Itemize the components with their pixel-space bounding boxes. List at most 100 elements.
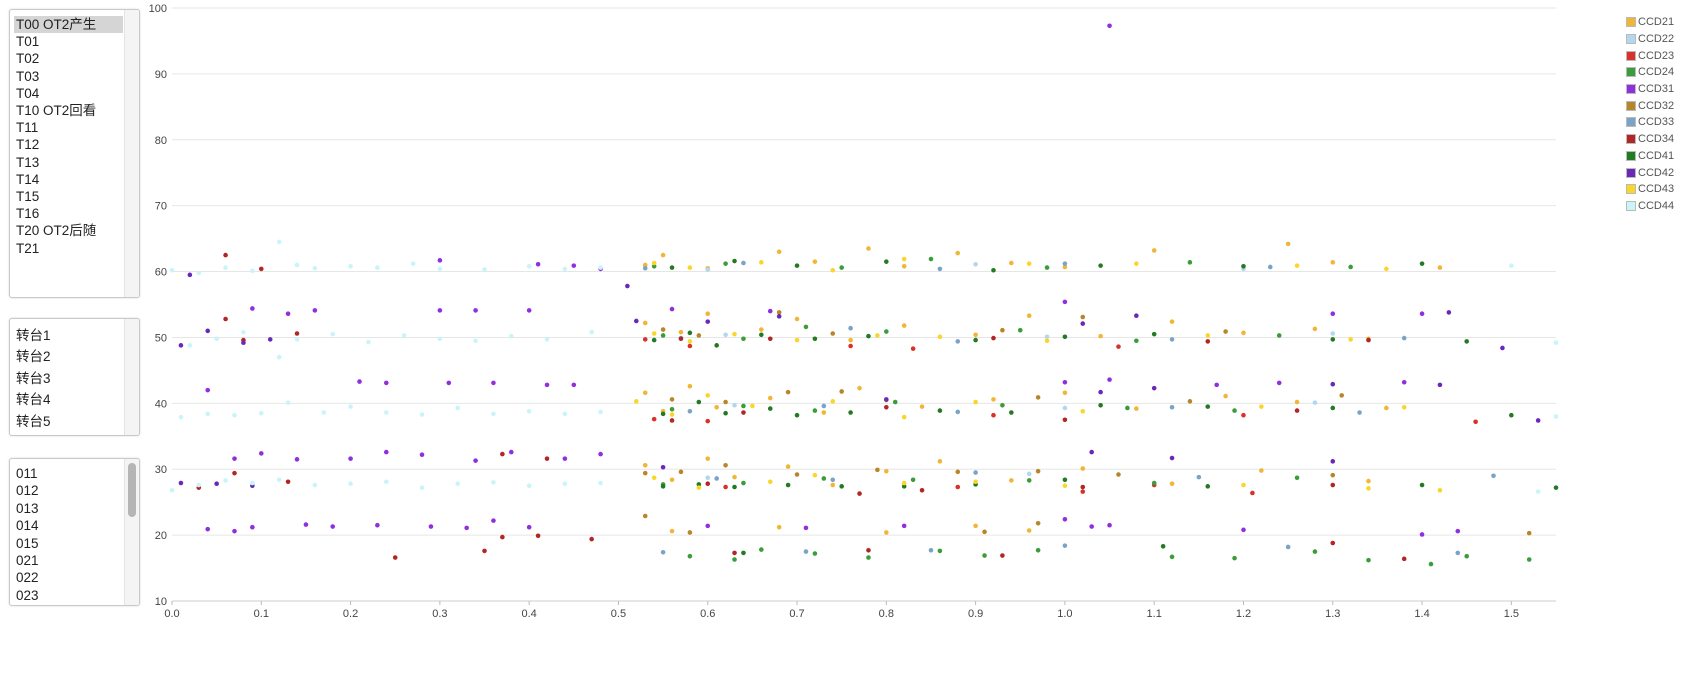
- data-point: [1500, 345, 1505, 351]
- task-list-scrollbar[interactable]: [124, 10, 139, 297]
- code-list-item[interactable]: 012: [16, 483, 39, 499]
- task-list-item[interactable]: T13: [16, 154, 40, 170]
- data-point: [1312, 549, 1318, 554]
- data-point: [982, 529, 987, 535]
- task-list-item[interactable]: T02: [16, 51, 40, 67]
- data-point: [285, 311, 291, 317]
- data-point: [678, 329, 684, 335]
- code-list-item[interactable]: 021: [16, 553, 39, 569]
- task-list-item[interactable]: T10 OT2回看: [16, 103, 97, 119]
- task-filter-list[interactable]: T00 OT2产生 T01 T02 T03 T04 T10 OT2回看 T11 T12 T13 T…: [9, 9, 140, 298]
- task-list-item[interactable]: T01: [16, 34, 40, 50]
- legend-item[interactable]: CCD41: [1626, 148, 1674, 165]
- turret-list-item[interactable]: 转台4: [16, 392, 51, 408]
- legend-item[interactable]: CCD24: [1626, 64, 1674, 81]
- data-point: [598, 480, 603, 486]
- turret-list-item[interactable]: 转台5: [16, 413, 51, 429]
- data-point: [1419, 311, 1425, 317]
- data-point: [723, 410, 728, 416]
- legend-label: CCD24: [1638, 66, 1675, 79]
- code-list-item[interactable]: 011: [16, 466, 38, 481]
- task-list-item[interactable]: T16: [16, 206, 40, 222]
- data-point: [535, 533, 541, 539]
- data-point: [1285, 544, 1291, 550]
- task-list-item[interactable]: T14: [16, 171, 40, 187]
- turret-list-item[interactable]: 转台3: [16, 370, 51, 386]
- data-point: [178, 343, 184, 348]
- data-point: [696, 482, 702, 487]
- legend-item[interactable]: CCD22: [1626, 31, 1674, 48]
- data-point: [1009, 410, 1014, 415]
- data-point: [1348, 264, 1353, 270]
- turret-list-item[interactable]: 转台2: [16, 349, 51, 365]
- code-list-item[interactable]: 022: [16, 570, 39, 586]
- legend-item[interactable]: CCD33: [1626, 114, 1674, 131]
- legend-item[interactable]: CCD44: [1626, 198, 1674, 215]
- data-point: [660, 333, 666, 338]
- code-filter-list[interactable]: 011012013014015021022023024: [9, 458, 140, 606]
- data-point: [544, 456, 550, 461]
- data-point: [1107, 23, 1112, 29]
- data-point: [1437, 265, 1443, 270]
- data-point: [741, 260, 746, 266]
- data-point: [1232, 555, 1237, 561]
- data-point: [875, 467, 880, 473]
- data-point: [544, 337, 550, 342]
- task-list-item[interactable]: T03: [16, 68, 40, 84]
- legend-item[interactable]: CCD21: [1626, 14, 1674, 31]
- task-list-item[interactable]: T15: [16, 189, 40, 205]
- data-point: [705, 481, 711, 487]
- data-point: [383, 380, 389, 386]
- legend-item[interactable]: CCD42: [1626, 164, 1674, 181]
- data-point: [732, 331, 737, 337]
- task-list-item[interactable]: T04: [16, 85, 40, 101]
- legend-item[interactable]: CCD43: [1626, 181, 1674, 198]
- data-point: [1080, 484, 1086, 490]
- data-point: [348, 481, 353, 487]
- code-list-item[interactable]: 014: [16, 518, 39, 534]
- data-point: [901, 263, 907, 269]
- data-point: [732, 474, 737, 480]
- data-point: [1526, 557, 1532, 562]
- y-tick-label: 80: [155, 135, 167, 147]
- code-list-item[interactable]: 013: [16, 500, 39, 516]
- data-point: [312, 265, 318, 271]
- x-tick-label: 0.3: [432, 608, 447, 620]
- data-point: [1062, 483, 1068, 488]
- data-point: [767, 479, 773, 485]
- task-list-item[interactable]: T21: [16, 240, 40, 256]
- turret-filter-list[interactable]: 转台1 转台2 转台3 转台4 转台5: [9, 318, 140, 436]
- code-list-item[interactable]: 015: [16, 535, 39, 551]
- data-point: [250, 268, 255, 274]
- legend-item[interactable]: CCD31: [1626, 81, 1674, 98]
- data-point: [482, 267, 487, 272]
- data-point: [1169, 337, 1175, 342]
- data-point: [857, 385, 862, 391]
- data-point: [767, 308, 773, 314]
- code-list-item[interactable]: 023: [16, 587, 39, 603]
- data-point: [830, 482, 836, 488]
- data-point: [383, 410, 389, 415]
- task-list-item[interactable]: T20 OT2后随: [16, 223, 97, 239]
- data-point: [759, 327, 764, 332]
- legend-item[interactable]: CCD34: [1626, 131, 1674, 148]
- data-point: [651, 260, 657, 266]
- data-point: [642, 337, 648, 342]
- data-point: [1116, 472, 1121, 477]
- task-list-item[interactable]: T11: [16, 120, 39, 136]
- data-point: [1464, 339, 1470, 344]
- legend-item[interactable]: CCD32: [1626, 97, 1674, 114]
- data-point: [973, 399, 978, 405]
- turret-list-item[interactable]: 转台1: [16, 328, 51, 343]
- legend-item[interactable]: CCD23: [1626, 47, 1674, 64]
- legend-swatch: [1626, 167, 1636, 178]
- task-list-item[interactable]: T12: [16, 137, 40, 153]
- code-list-scrollbar[interactable]: [124, 459, 139, 605]
- task-list-item[interactable]: T00 OT2产生: [14, 16, 123, 34]
- code-list-scroll-thumb[interactable]: [128, 463, 136, 517]
- turret-list-scrollbar[interactable]: [124, 319, 139, 435]
- data-point: [473, 308, 478, 313]
- data-point: [455, 405, 461, 411]
- data-point: [839, 265, 844, 270]
- data-point: [1241, 412, 1246, 418]
